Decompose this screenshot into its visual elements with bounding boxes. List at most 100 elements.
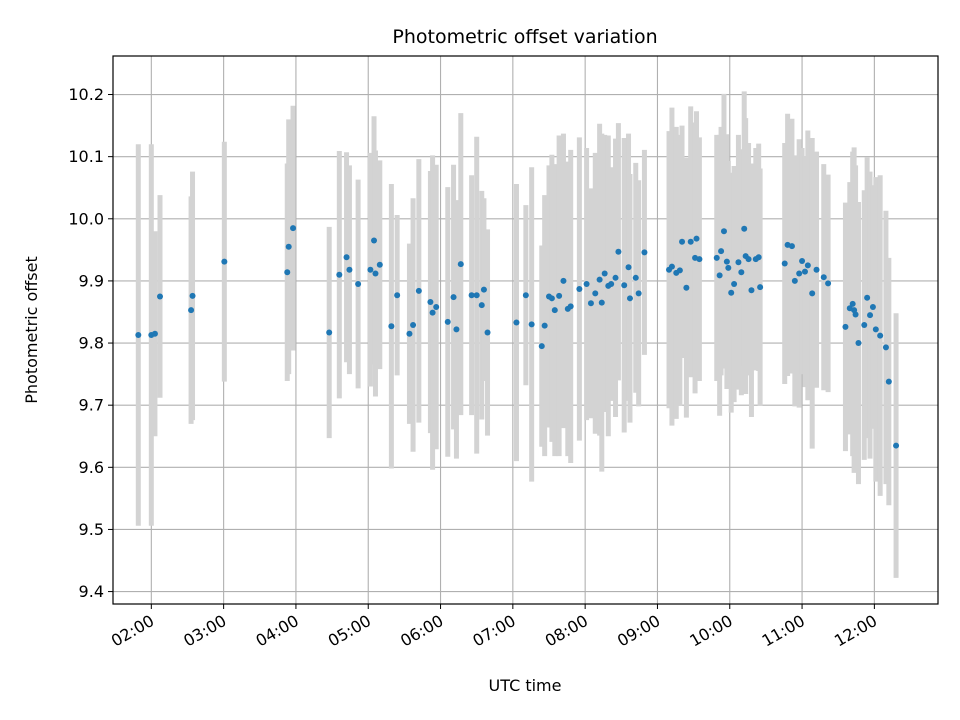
data-point: [723, 258, 730, 265]
data-point: [541, 322, 548, 329]
data-point: [855, 340, 862, 347]
data-point: [741, 225, 748, 232]
data-point: [683, 284, 690, 291]
data-point: [598, 299, 605, 306]
data-point: [635, 290, 642, 297]
data-point: [842, 323, 849, 330]
data-point: [453, 326, 460, 333]
data-point: [457, 261, 464, 268]
data-point: [551, 307, 558, 314]
y-tick-label: 10.1: [68, 147, 104, 166]
data-point: [641, 249, 648, 256]
data-point: [820, 274, 827, 281]
data-point: [615, 248, 622, 255]
data-point: [343, 254, 350, 261]
data-point: [781, 260, 788, 267]
data-point: [696, 256, 703, 263]
data-point: [583, 281, 590, 288]
data-point: [687, 238, 694, 245]
data-point: [676, 267, 683, 274]
data-point: [433, 304, 440, 311]
data-point: [406, 330, 413, 337]
y-tick-label: 9.9: [79, 271, 104, 290]
data-point: [336, 271, 343, 278]
data-point: [804, 262, 811, 269]
data-point: [799, 258, 806, 265]
data-point: [188, 307, 195, 314]
data-point: [882, 344, 889, 351]
data-point: [864, 294, 871, 301]
data-point: [576, 285, 583, 292]
data-point: [346, 266, 353, 273]
data-point: [444, 318, 451, 325]
data-point: [522, 292, 529, 299]
data-point: [867, 312, 874, 319]
data-point: [528, 321, 535, 328]
data-point: [480, 286, 487, 293]
data-point: [468, 292, 475, 299]
data-point: [735, 259, 742, 266]
data-point: [513, 319, 520, 326]
data-point: [621, 282, 628, 289]
chart-title: Photometric offset variation: [392, 26, 657, 48]
data-point: [596, 276, 603, 283]
data-point: [473, 292, 480, 299]
data-point: [285, 243, 292, 250]
data-point: [668, 263, 675, 270]
data-point: [728, 289, 735, 296]
data-point: [885, 378, 892, 385]
plot-frame: [112, 55, 939, 605]
data-point: [372, 270, 379, 277]
data-point: [371, 237, 378, 244]
data-point: [612, 274, 619, 281]
data-point: [625, 264, 632, 271]
data-point: [601, 270, 608, 277]
y-tick-label: 10.2: [68, 85, 104, 104]
data-point: [284, 269, 291, 276]
data-point: [757, 284, 764, 291]
data-point: [394, 292, 401, 299]
data-point: [869, 304, 876, 311]
data-point: [429, 309, 436, 316]
data-point: [608, 281, 615, 288]
data-point: [716, 272, 723, 279]
data-point: [548, 295, 555, 302]
data-point: [877, 332, 884, 339]
data-point: [713, 254, 720, 261]
y-tick-label: 9.6: [79, 458, 104, 477]
data-point: [587, 300, 594, 307]
y-tick-label: 9.8: [79, 334, 104, 353]
data-point: [791, 277, 798, 284]
data-point: [755, 254, 762, 261]
data-point: [893, 442, 900, 449]
data-point: [825, 280, 832, 287]
data-point: [693, 235, 700, 242]
data-point: [478, 302, 485, 309]
data-point: [326, 329, 333, 336]
data-point: [538, 343, 545, 350]
data-point: [221, 258, 228, 265]
y-tick-label: 10.0: [68, 209, 104, 228]
y-axis-ticks: 9.4 9.5 9.6 9.7 9.8 9.9 10.0 10.1 10.2: [68, 85, 113, 601]
data-point: [849, 300, 856, 307]
data-point: [809, 290, 816, 297]
data-point: [852, 311, 859, 318]
data-point: [484, 329, 491, 336]
data-point: [415, 287, 422, 294]
y-tick-label: 9.7: [79, 396, 104, 415]
data-point: [731, 281, 738, 288]
data-point: [156, 293, 163, 300]
data-point: [151, 330, 158, 337]
data-point: [189, 292, 196, 299]
data-point: [813, 266, 820, 273]
data-point: [427, 299, 434, 306]
data-point: [861, 322, 868, 329]
data-point: [801, 268, 808, 275]
y-tick-label: 9.4: [79, 582, 104, 601]
data-point: [872, 326, 879, 333]
data-point: [135, 331, 142, 338]
data-point: [567, 303, 574, 310]
data-point: [388, 323, 395, 330]
data-point: [720, 228, 727, 235]
